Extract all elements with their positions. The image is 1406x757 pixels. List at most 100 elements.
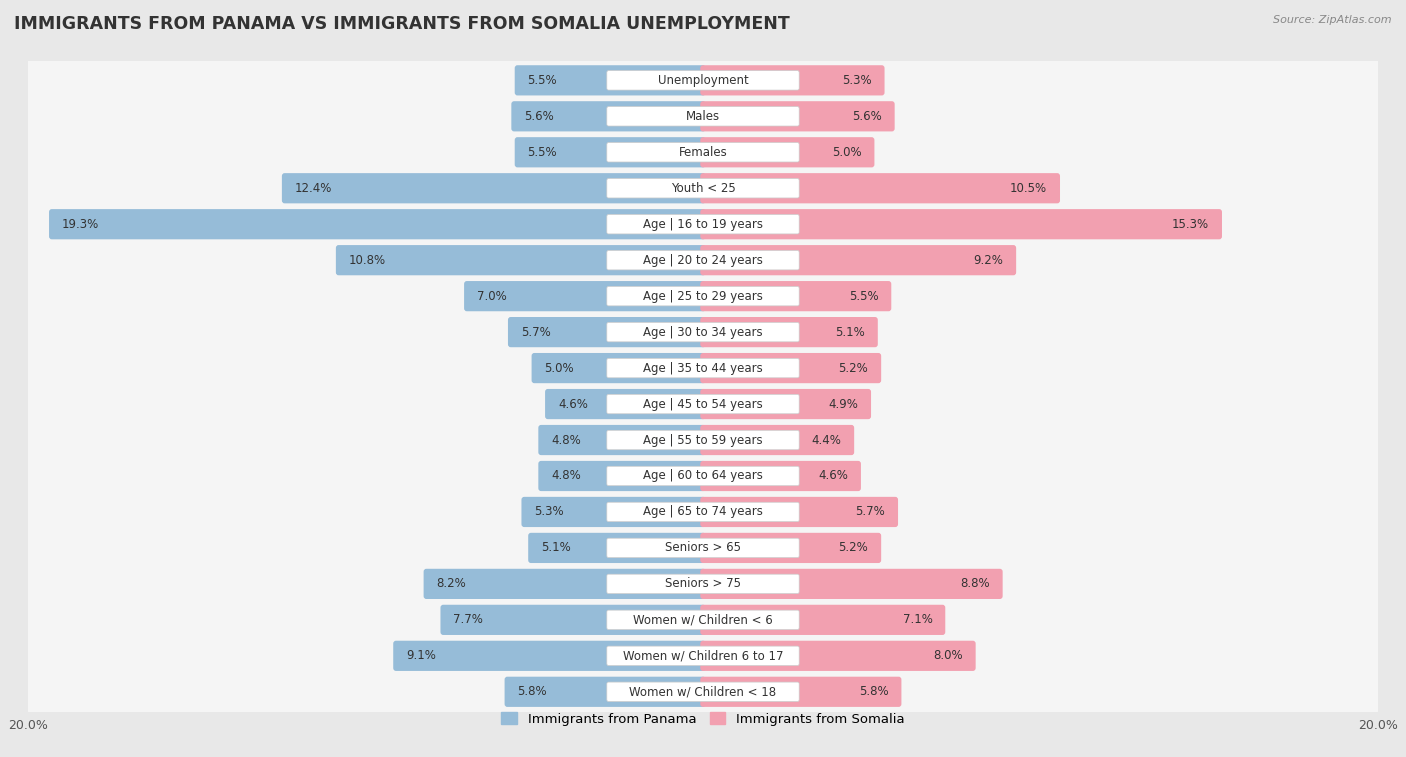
FancyBboxPatch shape — [607, 358, 799, 378]
Text: 5.8%: 5.8% — [517, 685, 547, 698]
Text: 5.7%: 5.7% — [855, 506, 886, 519]
FancyBboxPatch shape — [27, 527, 1379, 569]
FancyBboxPatch shape — [27, 491, 1379, 533]
Legend: Immigrants from Panama, Immigrants from Somalia: Immigrants from Panama, Immigrants from … — [496, 707, 910, 731]
FancyBboxPatch shape — [700, 65, 884, 95]
Text: Age | 16 to 19 years: Age | 16 to 19 years — [643, 218, 763, 231]
Text: Source: ZipAtlas.com: Source: ZipAtlas.com — [1274, 15, 1392, 25]
FancyBboxPatch shape — [423, 569, 706, 599]
FancyBboxPatch shape — [700, 281, 891, 311]
Text: 4.8%: 4.8% — [551, 469, 581, 482]
Text: 5.0%: 5.0% — [544, 362, 574, 375]
Text: 5.5%: 5.5% — [849, 290, 879, 303]
Text: 4.6%: 4.6% — [818, 469, 848, 482]
Text: 5.3%: 5.3% — [534, 506, 564, 519]
Text: 5.2%: 5.2% — [838, 362, 869, 375]
FancyBboxPatch shape — [27, 671, 1379, 713]
Text: 5.3%: 5.3% — [842, 74, 872, 87]
Text: 5.6%: 5.6% — [524, 110, 554, 123]
FancyBboxPatch shape — [27, 131, 1379, 173]
Text: IMMIGRANTS FROM PANAMA VS IMMIGRANTS FROM SOMALIA UNEMPLOYMENT: IMMIGRANTS FROM PANAMA VS IMMIGRANTS FRO… — [14, 15, 790, 33]
Text: 9.1%: 9.1% — [406, 650, 436, 662]
Text: Age | 20 to 24 years: Age | 20 to 24 years — [643, 254, 763, 266]
FancyBboxPatch shape — [522, 497, 706, 527]
FancyBboxPatch shape — [27, 59, 1379, 101]
FancyBboxPatch shape — [27, 347, 1379, 389]
FancyBboxPatch shape — [27, 599, 1379, 641]
Text: 4.4%: 4.4% — [811, 434, 841, 447]
Text: 5.6%: 5.6% — [852, 110, 882, 123]
FancyBboxPatch shape — [336, 245, 706, 276]
Text: 7.1%: 7.1% — [903, 613, 932, 626]
FancyBboxPatch shape — [27, 455, 1379, 497]
FancyBboxPatch shape — [700, 353, 882, 383]
FancyBboxPatch shape — [27, 634, 1379, 677]
FancyBboxPatch shape — [700, 640, 976, 671]
FancyBboxPatch shape — [27, 203, 1379, 245]
FancyBboxPatch shape — [546, 389, 706, 419]
FancyBboxPatch shape — [505, 677, 706, 707]
FancyBboxPatch shape — [607, 179, 799, 198]
Text: Age | 65 to 74 years: Age | 65 to 74 years — [643, 506, 763, 519]
FancyBboxPatch shape — [607, 610, 799, 630]
FancyBboxPatch shape — [700, 533, 882, 563]
FancyBboxPatch shape — [700, 173, 1060, 204]
FancyBboxPatch shape — [607, 251, 799, 270]
FancyBboxPatch shape — [607, 574, 799, 593]
FancyBboxPatch shape — [607, 322, 799, 342]
FancyBboxPatch shape — [700, 101, 894, 132]
FancyBboxPatch shape — [27, 167, 1379, 210]
FancyBboxPatch shape — [607, 466, 799, 486]
FancyBboxPatch shape — [700, 389, 872, 419]
Text: 4.6%: 4.6% — [558, 397, 588, 410]
FancyBboxPatch shape — [607, 430, 799, 450]
FancyBboxPatch shape — [529, 533, 706, 563]
Text: Age | 45 to 54 years: Age | 45 to 54 years — [643, 397, 763, 410]
FancyBboxPatch shape — [607, 214, 799, 234]
FancyBboxPatch shape — [607, 107, 799, 126]
FancyBboxPatch shape — [394, 640, 706, 671]
Text: 7.0%: 7.0% — [477, 290, 506, 303]
Text: Males: Males — [686, 110, 720, 123]
FancyBboxPatch shape — [538, 461, 706, 491]
Text: 5.2%: 5.2% — [838, 541, 869, 554]
FancyBboxPatch shape — [607, 142, 799, 162]
Text: Age | 30 to 34 years: Age | 30 to 34 years — [643, 326, 763, 338]
FancyBboxPatch shape — [700, 245, 1017, 276]
FancyBboxPatch shape — [440, 605, 706, 635]
FancyBboxPatch shape — [27, 95, 1379, 138]
Text: Age | 60 to 64 years: Age | 60 to 64 years — [643, 469, 763, 482]
Text: Youth < 25: Youth < 25 — [671, 182, 735, 195]
FancyBboxPatch shape — [538, 425, 706, 455]
FancyBboxPatch shape — [700, 425, 855, 455]
Text: Seniors > 75: Seniors > 75 — [665, 578, 741, 590]
Text: 12.4%: 12.4% — [295, 182, 332, 195]
Text: Age | 25 to 29 years: Age | 25 to 29 years — [643, 290, 763, 303]
Text: 5.5%: 5.5% — [527, 146, 557, 159]
Text: 8.8%: 8.8% — [960, 578, 990, 590]
FancyBboxPatch shape — [27, 275, 1379, 317]
FancyBboxPatch shape — [700, 569, 1002, 599]
Text: Women w/ Children 6 to 17: Women w/ Children 6 to 17 — [623, 650, 783, 662]
Text: 5.0%: 5.0% — [832, 146, 862, 159]
FancyBboxPatch shape — [531, 353, 706, 383]
Text: Age | 55 to 59 years: Age | 55 to 59 years — [643, 434, 763, 447]
FancyBboxPatch shape — [700, 497, 898, 527]
Text: 5.1%: 5.1% — [835, 326, 865, 338]
Text: Women w/ Children < 6: Women w/ Children < 6 — [633, 613, 773, 626]
Text: 10.8%: 10.8% — [349, 254, 385, 266]
FancyBboxPatch shape — [700, 677, 901, 707]
FancyBboxPatch shape — [700, 317, 877, 347]
Text: 5.1%: 5.1% — [541, 541, 571, 554]
Text: 8.2%: 8.2% — [436, 578, 467, 590]
FancyBboxPatch shape — [607, 682, 799, 702]
FancyBboxPatch shape — [281, 173, 706, 204]
FancyBboxPatch shape — [512, 101, 706, 132]
Text: Females: Females — [679, 146, 727, 159]
FancyBboxPatch shape — [607, 394, 799, 414]
FancyBboxPatch shape — [607, 538, 799, 558]
FancyBboxPatch shape — [607, 286, 799, 306]
FancyBboxPatch shape — [464, 281, 706, 311]
FancyBboxPatch shape — [27, 383, 1379, 425]
FancyBboxPatch shape — [27, 311, 1379, 354]
